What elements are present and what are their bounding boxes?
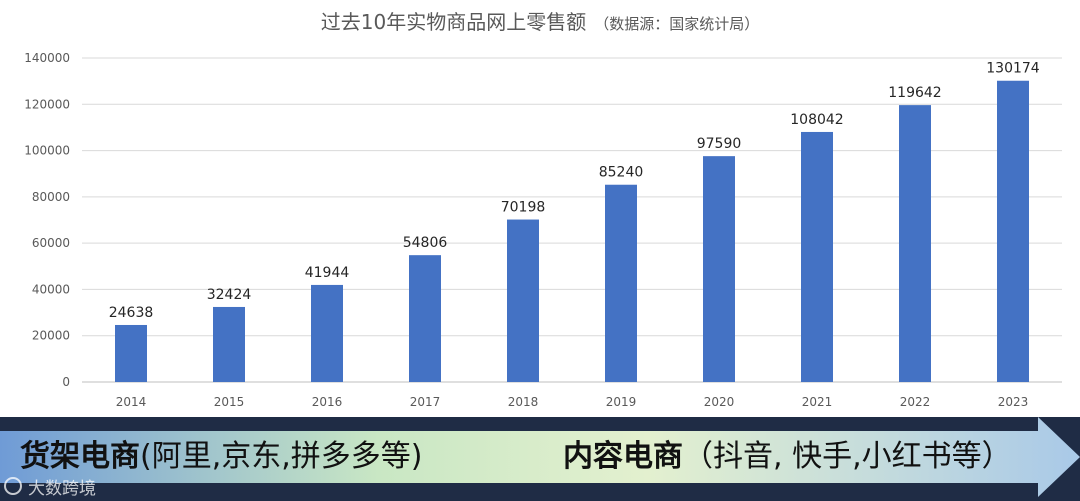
- x-tick-label: 2016: [312, 395, 343, 409]
- content-ecommerce-label: 内容电商（抖音, 快手,小红书等）: [563, 437, 1012, 477]
- bar: [997, 80, 1029, 382]
- data-label: 70198: [501, 200, 546, 216]
- data-label: 108042: [790, 112, 843, 128]
- x-tick-label: 2021: [802, 395, 833, 409]
- shelf-ecommerce-title: 货架电商: [20, 439, 140, 474]
- x-tick-label: 2018: [508, 395, 539, 409]
- data-label: 119642: [888, 85, 941, 101]
- bar: [801, 131, 833, 382]
- shelf-ecommerce-examples: (阿里,京东,拼多多等): [140, 439, 423, 474]
- bar: [409, 255, 441, 382]
- y-tick-label: 140000: [24, 51, 70, 65]
- x-tick-label: 2014: [116, 395, 147, 409]
- bar: [703, 156, 735, 382]
- chart-subtitle: （数据源：国家统计局）: [594, 15, 760, 33]
- bar: [213, 306, 245, 382]
- x-tick-label: 2020: [704, 395, 735, 409]
- data-label: 85240: [599, 165, 644, 181]
- x-tick-label: 2015: [214, 395, 245, 409]
- y-tick-label: 40000: [32, 282, 70, 296]
- y-tick-label: 0: [62, 375, 70, 389]
- watermark-logo-icon: [4, 477, 22, 495]
- content-ecommerce-title: 内容电商: [563, 439, 683, 474]
- bar: [899, 105, 931, 382]
- data-label: 97590: [697, 136, 742, 152]
- data-label: 130174: [986, 61, 1040, 77]
- chart-panel: 0 20000 40000 60000 80000 100000 120000 140000 2…: [0, 0, 1080, 417]
- chart-title: 过去10年实物商品网上零售额 （数据源：国家统计局）: [0, 6, 1080, 35]
- watermark-text: 大数跨境: [28, 478, 96, 499]
- data-label: 41944: [305, 265, 350, 281]
- x-tick-label: 2019: [606, 395, 637, 409]
- data-label: 24638: [109, 305, 154, 321]
- bar: [115, 324, 147, 382]
- bar: [507, 219, 539, 382]
- y-tick-label: 60000: [32, 236, 70, 250]
- y-tick-label: 20000: [32, 329, 70, 343]
- ecommerce-banner: 货架电商(阿里,京东,拼多多等) 内容电商（抖音, 快手,小红书等）: [0, 417, 1080, 501]
- banner-arrow-shape: [0, 417, 1080, 497]
- bar: [605, 184, 637, 382]
- y-tick-label: 100000: [24, 144, 70, 158]
- watermark: 大数跨境: [4, 475, 96, 499]
- y-tick-label: 80000: [32, 190, 70, 204]
- banner-arrow: [0, 417, 1080, 497]
- x-tick-label: 2023: [998, 395, 1029, 409]
- data-label: 32424: [207, 287, 252, 303]
- chart-title-main: 过去10年实物商品网上零售额: [320, 10, 587, 34]
- data-label: 54806: [403, 235, 448, 251]
- bar-chart: 0 20000 40000 60000 80000 100000 120000 140000 2…: [24, 51, 1062, 409]
- y-tick-label: 120000: [24, 97, 70, 111]
- x-tick-label: 2022: [900, 395, 931, 409]
- bar: [311, 284, 343, 382]
- x-tick-label: 2017: [410, 395, 441, 409]
- shelf-ecommerce-label: 货架电商(阿里,京东,拼多多等): [20, 437, 422, 477]
- content-ecommerce-examples: （抖音, 快手,小红书等）: [683, 439, 1012, 474]
